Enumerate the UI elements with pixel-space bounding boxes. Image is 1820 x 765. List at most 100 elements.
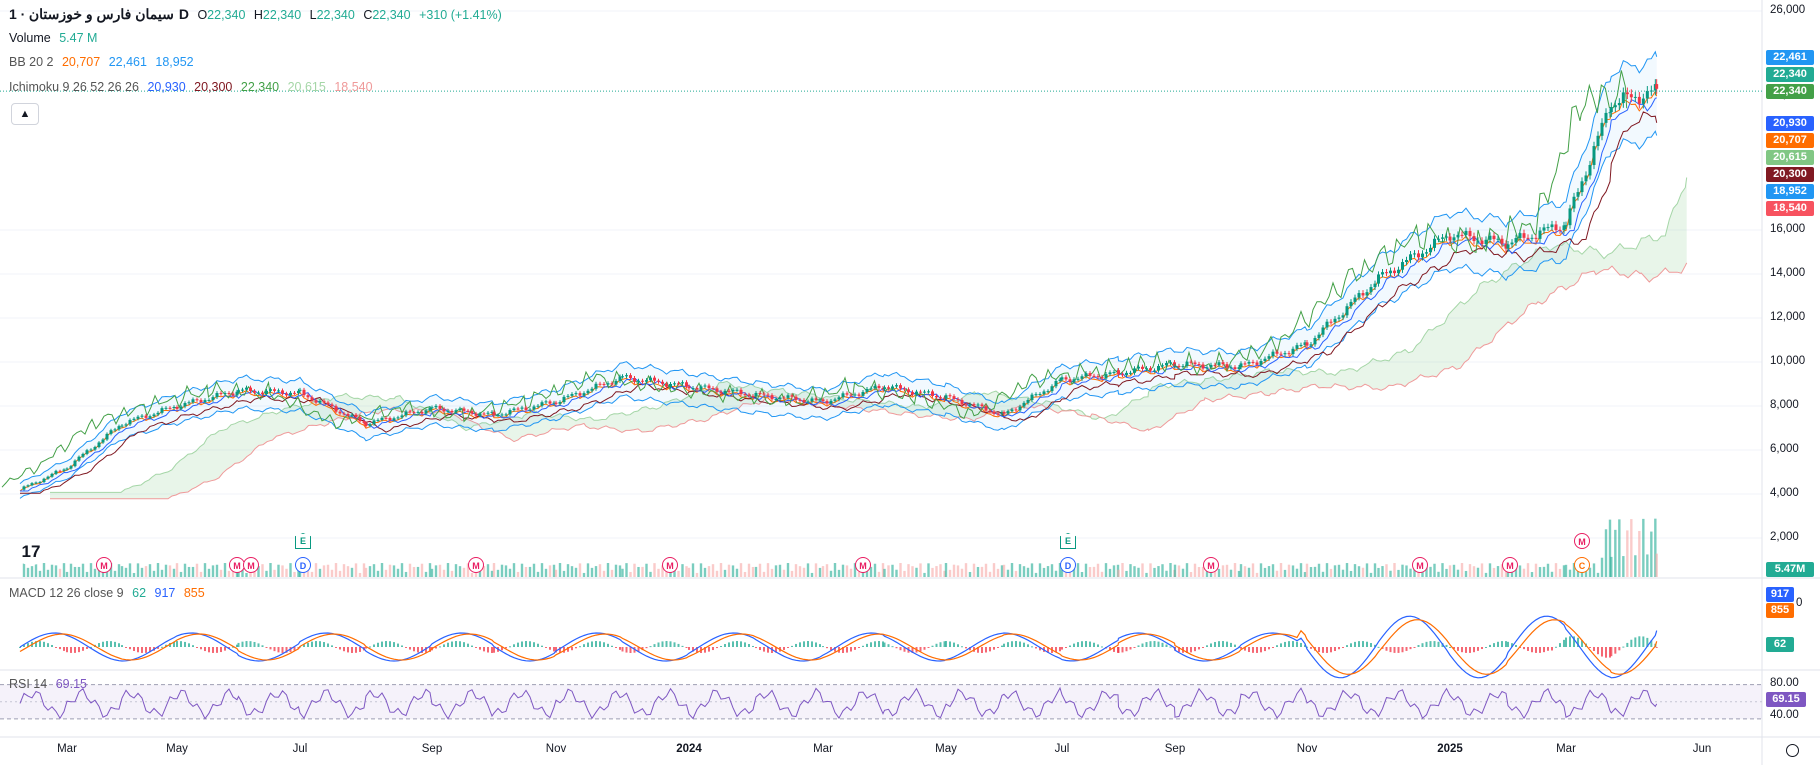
volume-bar	[482, 566, 486, 577]
volume-bar	[1181, 568, 1185, 577]
event-marker-dividend[interactable]: M	[96, 557, 112, 573]
volume-bar	[211, 565, 215, 577]
macd-histogram-bar	[1573, 636, 1575, 647]
candle-body	[334, 406, 338, 412]
volume-bar	[1271, 564, 1275, 577]
tradingview-logo-icon[interactable]: 17	[14, 539, 48, 565]
volume-legend-value: 5.47 M	[59, 31, 98, 45]
candle-body	[1201, 364, 1205, 369]
bb-legend[interactable]: BB 20 2 20,707 22,461 18,952	[9, 55, 199, 69]
candle-body	[695, 387, 699, 390]
volume-bar	[89, 563, 93, 577]
candle-body	[699, 386, 703, 390]
candle-body	[1576, 192, 1580, 197]
event-marker-dividend[interactable]: M	[662, 557, 678, 573]
macd-histogram-bar	[1555, 646, 1557, 648]
volume-bar	[907, 564, 910, 577]
volume-bar	[952, 564, 956, 577]
macd-histogram-bar	[1650, 640, 1653, 647]
ichimoku-conversion-value: 20,930	[147, 80, 186, 94]
macd-histogram-bar	[553, 647, 555, 652]
event-marker-earnings[interactable]: E	[1060, 533, 1076, 549]
rsi-axis-tick: 80.00	[1770, 677, 1799, 689]
volume-bar	[798, 566, 802, 577]
candle-body	[1655, 84, 1659, 89]
volume-bar	[1610, 556, 1613, 577]
candle-body	[1564, 225, 1568, 227]
candle-body	[751, 395, 755, 397]
candle-body	[1504, 243, 1508, 249]
event-marker-earnings[interactable]: E	[295, 533, 311, 549]
macd-histogram-bar	[1001, 645, 1003, 647]
candle-body	[964, 404, 968, 406]
volume-bar	[1058, 563, 1062, 577]
macd-histogram-bar	[927, 647, 930, 648]
event-marker-split[interactable]: D	[1060, 557, 1076, 573]
candle-body	[1472, 236, 1476, 241]
volume-bar	[404, 571, 408, 577]
macd-histogram-bar	[1113, 647, 1115, 652]
candle-body	[731, 389, 735, 392]
event-marker-dividend[interactable]: M	[1574, 533, 1590, 549]
volume-bar	[747, 563, 751, 577]
macd-histogram-bar	[1023, 642, 1025, 647]
volume-bar	[602, 570, 606, 577]
macd-histogram-bar	[1190, 647, 1192, 653]
volume-bar	[1197, 567, 1201, 577]
event-marker-dividend[interactable]: M	[1203, 557, 1219, 573]
candle-body	[766, 394, 770, 396]
ichimoku-legend[interactable]: Ichimoku 9 26 52 26 26 20,930 20,300 22,…	[9, 80, 378, 94]
event-marker-dividend[interactable]: M	[229, 557, 245, 573]
rsi-legend[interactable]: RSI 14 69.15	[9, 677, 92, 691]
interval-label[interactable]: · 1D	[9, 6, 189, 22]
price-label-pill: 22,340	[1766, 84, 1814, 99]
volume-bar	[695, 572, 699, 577]
candle-body	[727, 390, 731, 392]
bb-lower-line	[19, 130, 1658, 499]
event-marker-dividend[interactable]: M	[1502, 557, 1518, 573]
candle-body	[269, 389, 272, 391]
macd-histogram-bar	[1481, 647, 1483, 650]
volume-bar	[152, 570, 156, 577]
candle-body	[175, 407, 179, 409]
event-marker-split[interactable]: D	[295, 557, 311, 573]
symbol-name[interactable]: سیمان فارس و خوزستان	[28, 6, 174, 22]
macd-histogram-bar	[1161, 642, 1164, 647]
candle-body	[144, 415, 148, 418]
collapse-legend-button[interactable]: ▲	[11, 103, 39, 125]
macd-histogram-bar	[365, 647, 367, 649]
candle-body	[931, 391, 934, 396]
volume-bar	[1112, 565, 1116, 577]
volume-bar	[1275, 570, 1279, 577]
volume-legend[interactable]: Volume 5.47 M	[9, 31, 102, 45]
candle-body	[1267, 356, 1271, 359]
event-marker-dividend[interactable]: M	[468, 557, 484, 573]
candle-body	[988, 410, 992, 412]
volume-bar	[1010, 563, 1014, 577]
event-marker-dividend[interactable]: M	[243, 557, 259, 573]
macd-histogram-bar	[1240, 647, 1242, 649]
candle-body	[594, 383, 598, 389]
event-marker-other[interactable]: C	[1574, 557, 1590, 573]
candle-body	[586, 390, 590, 394]
volume-bar	[1514, 564, 1518, 577]
candle-body	[392, 418, 396, 421]
macd-histogram-bar	[728, 642, 730, 647]
event-marker-dividend[interactable]: M	[1412, 557, 1428, 573]
volume-bar	[552, 564, 556, 577]
candle-body	[570, 394, 574, 396]
volume-bar	[117, 564, 121, 577]
macd-histogram-bar	[993, 647, 995, 650]
macd-histogram-bar	[1304, 644, 1306, 647]
macd-legend[interactable]: MACD 12 26 close 9 62 917 855	[9, 586, 210, 600]
candle-body	[1506, 244, 1510, 249]
settings-icon[interactable]	[1786, 744, 1799, 757]
macd-histogram-bar	[1117, 647, 1120, 653]
candle-body	[261, 392, 264, 395]
volume-bar	[943, 570, 946, 577]
macd-histogram-bar	[1449, 646, 1451, 648]
event-marker-dividend[interactable]: M	[855, 557, 871, 573]
volume-bar	[869, 566, 873, 577]
candle-body	[1002, 412, 1006, 414]
